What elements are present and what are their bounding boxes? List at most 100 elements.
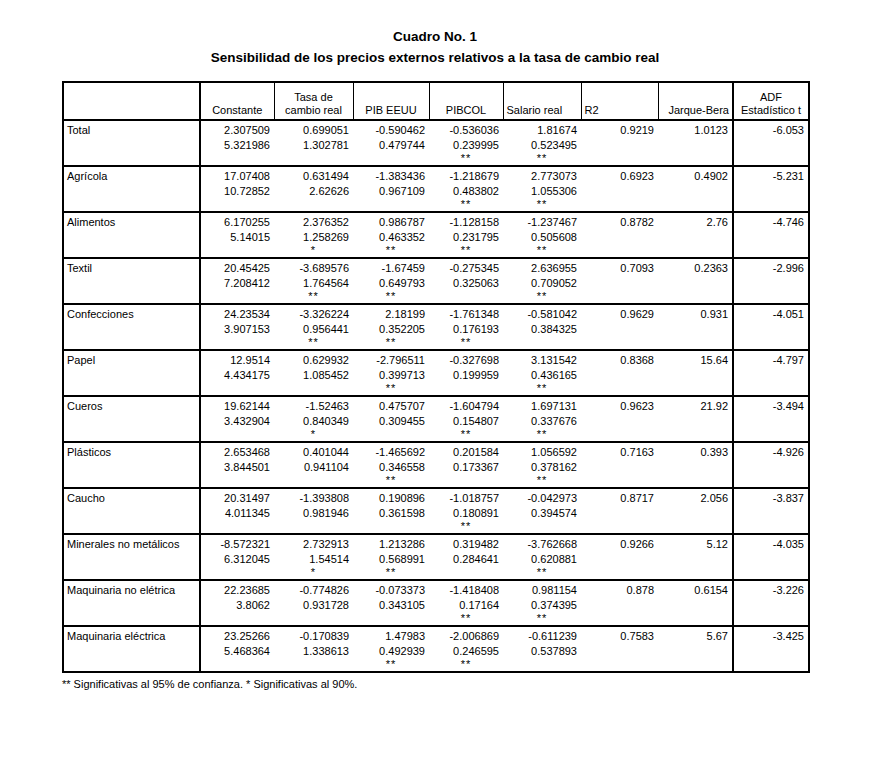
sig-pib-eeuu: ** [353, 245, 429, 258]
data-table: Constante Tasa de cambio real PIB EEUU P… [62, 81, 810, 673]
coef-salario-real: -0.581042 [503, 304, 581, 322]
adf-value: -3.226 [733, 580, 809, 626]
coef-salario-real: -3.762668 [503, 534, 581, 552]
coef-pib-eeuu: -0.590462 [353, 120, 429, 138]
sig-pib-eeuu [353, 199, 429, 212]
page-title: Cuadro No. 1 [62, 26, 808, 47]
adf-value: -5.231 [733, 166, 809, 212]
se-pib-eeuu: 0.568991 [353, 552, 429, 567]
se-pibcol: 0.231795 [429, 230, 503, 245]
r2-value: 0.6923 [581, 166, 658, 212]
sig-pib-eeuu [353, 613, 429, 626]
row-label: Confecciones [63, 304, 200, 350]
table-row-coefficients: Maquinaria eléctrica 23.25266 -0.170839 … [63, 626, 809, 644]
se-tasa-cambio: 0.981946 [274, 506, 353, 521]
row-label: Textil [63, 258, 200, 304]
se-salario-real: 0.378162 [503, 460, 581, 475]
coef-tasa-cambio: 0.401044 [274, 442, 353, 460]
coef-salario-real: 3.131542 [503, 350, 581, 368]
se-constante: 3.844501 [200, 460, 274, 475]
se-pibcol: 0.239995 [429, 138, 503, 153]
se-pibcol: 0.17164 [429, 598, 503, 613]
se-salario-real: 0.523495 [503, 138, 581, 153]
sig-pib-eeuu: ** [353, 659, 429, 672]
sig-salario-real: ** [503, 153, 581, 166]
se-pibcol: 0.173367 [429, 460, 503, 475]
sig-tasa-cambio: * [274, 429, 353, 442]
sig-pib-eeuu [353, 429, 429, 442]
sig-tasa-cambio [274, 383, 353, 396]
se-constante: 6.312045 [200, 552, 274, 567]
coef-salario-real: -0.042973 [503, 488, 581, 506]
page-subtitle: Sensibilidad de los precios externos rel… [62, 47, 808, 68]
se-constante: 5.468364 [200, 644, 274, 659]
se-tasa-cambio: 1.54514 [274, 552, 353, 567]
coef-constante: 6.170255 [200, 212, 274, 230]
se-tasa-cambio: 0.840349 [274, 414, 353, 429]
r2-value: 0.8717 [581, 488, 658, 534]
coef-pib-eeuu: -2.796511 [353, 350, 429, 368]
se-pibcol: 0.154807 [429, 414, 503, 429]
sig-pibcol [429, 383, 503, 396]
adf-value: -4.926 [733, 442, 809, 488]
column-header-salario-real: Salario real [503, 82, 581, 120]
row-label: Agrícola [63, 166, 200, 212]
sig-constante [200, 199, 274, 212]
coef-constante: 24.23534 [200, 304, 274, 322]
coef-constante: 23.25266 [200, 626, 274, 644]
se-constante: 5.14015 [200, 230, 274, 245]
se-salario-real: 0.537893 [503, 644, 581, 659]
sig-constante [200, 153, 274, 166]
coef-pibcol: -1.761348 [429, 304, 503, 322]
sig-pib-eeuu: ** [353, 291, 429, 304]
se-constante: 4.434175 [200, 368, 274, 383]
se-pib-eeuu: 0.343105 [353, 598, 429, 613]
se-salario-real: 0.505608 [503, 230, 581, 245]
coef-constante: 20.45425 [200, 258, 274, 276]
sig-pib-eeuu [353, 153, 429, 166]
coef-tasa-cambio: -3.326224 [274, 304, 353, 322]
se-tasa-cambio: 0.956441 [274, 322, 353, 337]
sig-pibcol: ** [429, 245, 503, 258]
sig-tasa-cambio [274, 199, 353, 212]
table-row-coefficients: Minerales no metálicos -8.572321 2.73291… [63, 534, 809, 552]
coef-constante: 2.653468 [200, 442, 274, 460]
coef-constante: -8.572321 [200, 534, 274, 552]
se-pib-eeuu: 0.492939 [353, 644, 429, 659]
sig-constante [200, 383, 274, 396]
se-tasa-cambio: 1.258269 [274, 230, 353, 245]
jarque-bera-value: 1.0123 [658, 120, 733, 166]
se-pibcol: 0.176193 [429, 322, 503, 337]
r2-value: 0.8782 [581, 212, 658, 258]
table-row-coefficients: Papel 12.9514 0.629932 -2.796511 -0.3276… [63, 350, 809, 368]
table-row-coefficients: Textil 20.45425 -3.689576 -1.67459 -0.27… [63, 258, 809, 276]
se-pibcol: 0.246595 [429, 644, 503, 659]
se-pib-eeuu: 0.967109 [353, 184, 429, 199]
se-salario-real: 0.384325 [503, 322, 581, 337]
sig-pibcol: ** [429, 337, 503, 350]
sig-salario-real: ** [503, 383, 581, 396]
r2-value: 0.9629 [581, 304, 658, 350]
r2-value: 0.9266 [581, 534, 658, 580]
coef-tasa-cambio: -1.52463 [274, 396, 353, 414]
sig-pib-eeuu [353, 521, 429, 534]
coef-tasa-cambio: 0.631494 [274, 166, 353, 184]
table-header-row: Constante Tasa de cambio real PIB EEUU P… [63, 82, 809, 120]
se-constante: 4.011345 [200, 506, 274, 521]
coef-tasa-cambio: -0.170839 [274, 626, 353, 644]
row-label: Caucho [63, 488, 200, 534]
column-header-pib-eeuu: PIB EEUU [353, 82, 429, 120]
coef-pibcol: -1.218679 [429, 166, 503, 184]
coef-pib-eeuu: 0.475707 [353, 396, 429, 414]
r2-value: 0.878 [581, 580, 658, 626]
coef-pibcol: -0.275345 [429, 258, 503, 276]
se-salario-real: 0.709052 [503, 276, 581, 291]
adf-value: -2.996 [733, 258, 809, 304]
sig-pibcol: ** [429, 199, 503, 212]
row-label: Maquinaria no elétrica [63, 580, 200, 626]
jarque-bera-value: 15.64 [658, 350, 733, 396]
table-row-coefficients: Total 2.307509 0.699051 -0.590462 -0.536… [63, 120, 809, 138]
sig-salario-real [503, 337, 581, 350]
row-label: Plásticos [63, 442, 200, 488]
adf-value: -4.051 [733, 304, 809, 350]
